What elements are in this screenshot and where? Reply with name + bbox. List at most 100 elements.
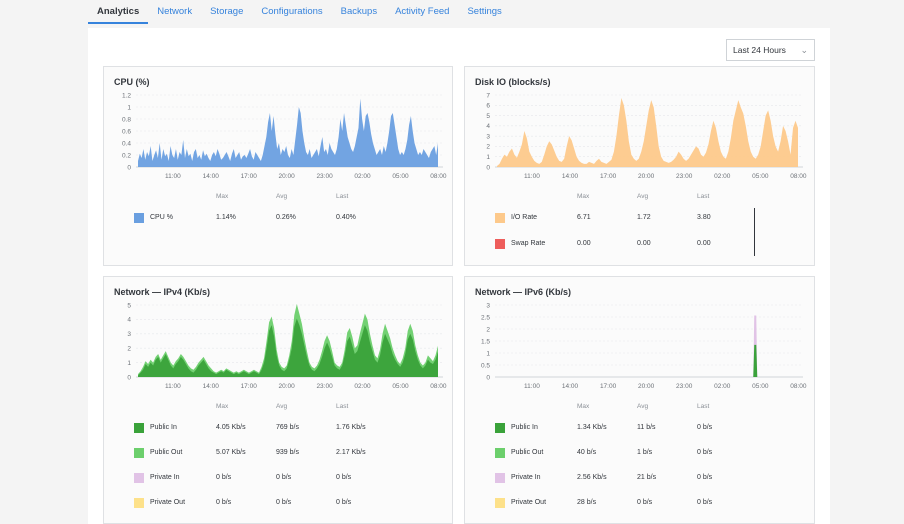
- legend-item-private-in[interactable]: Private In 0 b/s 0 b/s 0 b/s: [134, 471, 434, 485]
- ipv4-card: Network — IPv4 (Kb/s) 0 1 2 3 4 5 11:00 14:00 17…: [103, 276, 453, 524]
- legend-item-private-out[interactable]: Private Out 28 b/s 0 b/s 0 b/s: [495, 496, 795, 510]
- legend-max-value: 5.07 Kb/s: [216, 449, 246, 456]
- legend-max-value: 1.34 Kb/s: [577, 424, 607, 431]
- legend-item-public-in[interactable]: Public In 4.05 Kb/s 769 b/s 1.76 Kb/s: [134, 421, 434, 435]
- tab-network[interactable]: Network: [157, 6, 193, 17]
- y-tick-label: 4: [486, 123, 490, 130]
- y-tick-label: 3: [486, 302, 490, 309]
- tab-storage[interactable]: Storage: [210, 6, 244, 17]
- public-in-spike: [753, 344, 758, 377]
- legend-last-value: 3.80: [697, 214, 711, 221]
- y-tick-label: 0: [127, 164, 131, 171]
- legend-series-name: Swap Rate: [511, 240, 546, 247]
- legend-avg-value: 769 b/s: [276, 424, 299, 431]
- x-tick-label: 02:00: [714, 173, 731, 180]
- legend-series-name: CPU %: [150, 214, 173, 221]
- legend-item-i-o-rate[interactable]: I/O Rate 6.71 1.72 3.80: [495, 211, 795, 225]
- y-tick-label: 1.5: [481, 338, 490, 345]
- y-tick-label: 1: [486, 350, 490, 357]
- x-tick-label: 17:00: [241, 383, 258, 390]
- y-tick-label: 1: [486, 154, 490, 161]
- x-tick-label: 05:00: [752, 173, 769, 180]
- legend-swatch: [495, 423, 505, 433]
- legend-last-value: 0.00: [697, 240, 711, 247]
- legend-max-value: 0 b/s: [216, 474, 232, 481]
- legend-swatch: [134, 448, 144, 458]
- x-tick-label: 05:00: [392, 173, 409, 180]
- legend-series-name: Private Out: [150, 499, 186, 506]
- x-tick-label: 23:00: [676, 173, 693, 180]
- x-tick-label: 02:00: [354, 383, 371, 390]
- y-tick-label: 0.6: [122, 128, 131, 135]
- y-tick-label: 4: [127, 317, 131, 324]
- legend-last-value: 0 b/s: [697, 474, 713, 481]
- legend-item-private-out[interactable]: Private Out 0 b/s 0 b/s 0 b/s: [134, 496, 434, 510]
- cpu-card: CPU (%) 0 0.2 0.4 0.6 0.8 1 1.2 11:00 14:00 17:00…: [103, 66, 453, 266]
- x-tick-label: 08:00: [790, 383, 807, 390]
- x-tick-label: 23:00: [316, 173, 333, 180]
- legend-series-name: Private Out: [511, 499, 547, 506]
- y-tick-label: 6: [486, 103, 490, 110]
- legend-header-avg: Avg: [637, 193, 649, 200]
- legend-divider: [754, 208, 755, 256]
- tab-analytics[interactable]: Analytics: [88, 0, 149, 24]
- tab-settings[interactable]: Settings: [467, 6, 502, 17]
- legend-max-value: 40 b/s: [577, 449, 597, 456]
- legend-item-cpu[interactable]: CPU % 1.14% 0.26% 0.40%: [134, 211, 434, 225]
- x-tick-label: 02:00: [714, 383, 731, 390]
- tab-activity-feed[interactable]: Activity Feed: [395, 6, 450, 17]
- legend-item-public-out[interactable]: Public Out 40 b/s 1 b/s 0 b/s: [495, 446, 795, 460]
- y-tick-label: 0.2: [122, 152, 131, 159]
- y-tick-label: 2: [127, 346, 131, 353]
- legend-avg-value: 1.72: [637, 214, 651, 221]
- legend-header-max: Max: [216, 403, 229, 410]
- x-tick-label: 11:00: [165, 383, 181, 390]
- x-tick-label: 20:00: [279, 173, 296, 180]
- x-tick-label: 11:00: [524, 383, 540, 390]
- y-tick-label: 1.2: [122, 92, 131, 99]
- y-tick-label: 5: [127, 302, 131, 309]
- legend-swatch: [134, 473, 144, 483]
- y-tick-label: 0.4: [122, 140, 131, 147]
- legend-series-name: Private In: [150, 474, 180, 481]
- legend-item-public-in[interactable]: Public In 1.34 Kb/s 11 b/s 0 b/s: [495, 421, 795, 435]
- legend-item-private-in[interactable]: Private In 2.56 Kb/s 21 b/s 0 b/s: [495, 471, 795, 485]
- tab-configurations[interactable]: Configurations: [261, 6, 323, 17]
- legend-avg-value: 939 b/s: [276, 449, 299, 456]
- legend-max-value: 6.71: [577, 214, 591, 221]
- disk-io-card: Disk IO (blocks/s) 0 1 2 3 4 5 6 7 11:00 14:00 17:…: [464, 66, 815, 266]
- disk-chart-svg: 0 1 2 3 4 5 6 7 11:00 14:00 17:00 20:00 23:00 02:00 05…: [486, 92, 807, 180]
- legend-header-last: Last: [336, 403, 349, 410]
- x-tick-label: 02:00: [354, 173, 371, 180]
- y-tick-label: 0.8: [122, 116, 131, 123]
- y-tick-label: 0: [127, 374, 131, 381]
- i-o-rate-area: [497, 97, 798, 167]
- legend-series-name: Public In: [150, 424, 177, 431]
- y-tick-label: 1: [127, 104, 131, 111]
- legend-header-max: Max: [216, 193, 229, 200]
- cpu-area: [138, 98, 438, 167]
- legend-max-value: 1.14%: [216, 214, 236, 221]
- public-in-area: [138, 318, 438, 377]
- x-tick-label: 20:00: [638, 383, 655, 390]
- legend-series-name: Public Out: [150, 449, 183, 456]
- tab-backups[interactable]: Backups: [340, 6, 378, 17]
- legend-item-public-out[interactable]: Public Out 5.07 Kb/s 939 b/s 2.17 Kb/s: [134, 446, 434, 460]
- time-range-select[interactable]: Last 24 Hours ⌄: [726, 39, 815, 61]
- legend-header-avg: Avg: [637, 403, 649, 410]
- x-tick-label: 05:00: [752, 383, 769, 390]
- x-tick-label: 23:00: [676, 383, 693, 390]
- legend-swatch: [134, 423, 144, 433]
- legend-max-value: 28 b/s: [577, 499, 597, 506]
- legend-avg-value: 0 b/s: [276, 474, 292, 481]
- legend-item-swap-rate[interactable]: Swap Rate 0.00 0.00 0.00: [495, 237, 795, 251]
- legend-series-name: Public In: [511, 424, 538, 431]
- x-tick-label: 14:00: [562, 173, 579, 180]
- legend-avg-value: 0.26%: [276, 214, 296, 221]
- legend-last-value: 0.40%: [336, 214, 356, 221]
- legend-header-last: Last: [697, 193, 710, 200]
- x-tick-label: 17:00: [241, 173, 258, 180]
- legend-header-avg: Avg: [276, 403, 288, 410]
- y-tick-label: 2.5: [481, 314, 490, 321]
- x-tick-label: 08:00: [430, 173, 447, 180]
